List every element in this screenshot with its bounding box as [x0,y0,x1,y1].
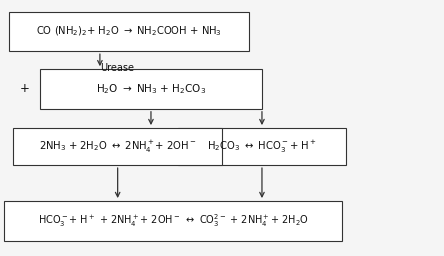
Text: CO (NH$_2$)$_2$+ H$_2$O $\rightarrow$ NH$_2$COOH + NH$_3$: CO (NH$_2$)$_2$+ H$_2$O $\rightarrow$ NH… [36,25,222,38]
FancyBboxPatch shape [178,128,346,165]
FancyBboxPatch shape [40,69,262,109]
FancyBboxPatch shape [4,201,342,241]
Text: Urease: Urease [100,63,134,73]
Text: 2NH$_3$ + 2H$_2$O $\leftrightarrow$ 2NH$_4^+$+ 2OH$^-$: 2NH$_3$ + 2H$_2$O $\leftrightarrow$ 2NH$… [39,138,197,155]
FancyBboxPatch shape [13,128,222,165]
FancyBboxPatch shape [9,12,249,51]
Text: H$_2$O $\rightarrow$ NH$_3$ + H$_2$CO$_3$: H$_2$O $\rightarrow$ NH$_3$ + H$_2$CO$_3… [96,82,206,96]
Text: +: + [20,82,29,95]
Text: HCO$_3^-$+ H$^+$ + 2NH$_4^+$+ 2OH$^-$ $\leftrightarrow$ CO$_3^{2-}$ + 2NH$_4^+$+: HCO$_3^-$+ H$^+$ + 2NH$_4^+$+ 2OH$^-$ $\… [38,212,309,229]
Text: H$_2$CO$_3$ $\leftrightarrow$ HCO$_3^-$+ H$^+$: H$_2$CO$_3$ $\leftrightarrow$ HCO$_3^-$+… [207,138,317,155]
